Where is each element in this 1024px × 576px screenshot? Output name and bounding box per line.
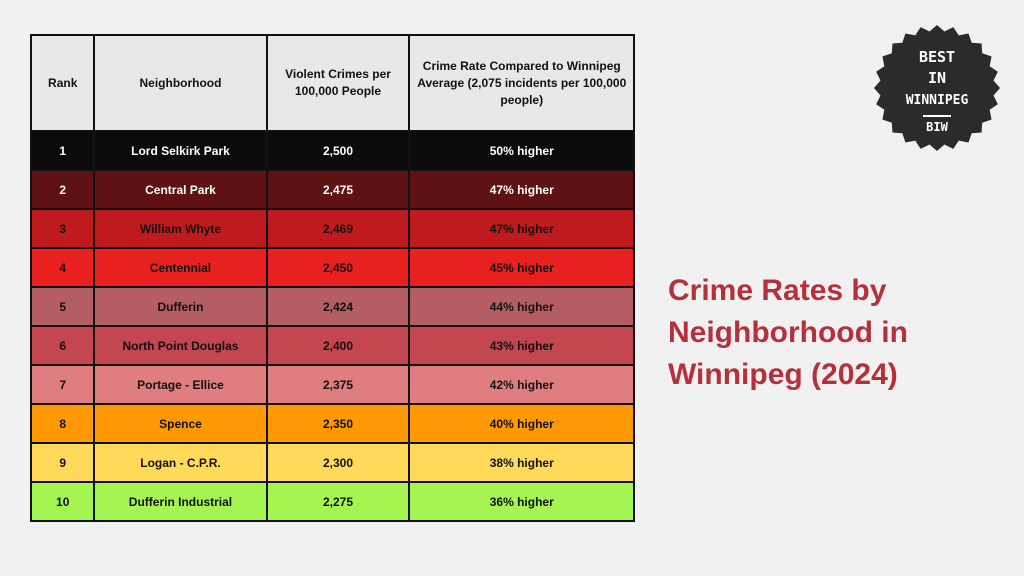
table-row: 2 Central Park 2,475 47% higher [29,169,635,210]
header-crime-rate: Crime Rate Compared to Winnipeg Average … [408,34,635,132]
rank-cell: 5 [29,286,96,327]
crime-rate-cell: 50% higher [408,130,635,171]
neighborhood-cell: Centennial [93,247,268,288]
violent-crimes-cell: 2,300 [265,442,411,483]
neighborhood-cell: Dufferin [93,286,268,327]
neighborhood-cell: North Point Douglas [93,325,268,366]
violent-crimes-cell: 2,469 [265,208,411,249]
crime-rate-cell: 43% higher [408,325,635,366]
table-row: 7 Portage - Ellice 2,375 42% higher [29,364,635,405]
crime-rate-cell: 40% higher [408,403,635,444]
violent-crimes-cell: 2,275 [265,481,411,522]
violent-crimes-cell: 2,400 [265,325,411,366]
rank-cell: 7 [29,364,96,405]
violent-crimes-cell: 2,500 [265,130,411,171]
neighborhood-cell: Logan - C.P.R. [93,442,268,483]
table-row: 1 Lord Selkirk Park 2,500 50% higher [29,130,635,171]
logo-abbr: BIW [926,120,948,134]
best-in-winnipeg-logo: BEST IN WINNIPEG BIW [874,25,1000,151]
header-violent-crimes: Violent Crimes per 100,000 People [265,34,411,132]
neighborhood-cell: Portage - Ellice [93,364,268,405]
rank-cell: 1 [29,130,96,171]
rank-cell: 3 [29,208,96,249]
neighborhood-cell: William Whyte [93,208,268,249]
logo-seal-shape [874,25,1000,151]
page-title-line-1: Crime Rates by [668,274,887,307]
violent-crimes-cell: 2,375 [265,364,411,405]
crime-rate-cell: 38% higher [408,442,635,483]
crime-rate-cell: 47% higher [408,169,635,210]
rank-cell: 6 [29,325,96,366]
rank-cell: 4 [29,247,96,288]
page-title: Crime Rates by Neighborhood in Winnipeg … [668,270,998,396]
logo-line-3: WINNIPEG [906,93,969,108]
table-row: 3 William Whyte 2,469 47% higher [29,208,635,249]
rank-cell: 10 [29,481,96,522]
violent-crimes-cell: 2,475 [265,169,411,210]
header-neighborhood: Neighborhood [93,34,268,132]
table-body: 1 Lord Selkirk Park 2,500 50% higher 2 Centra… [29,130,635,522]
violent-crimes-cell: 2,350 [265,403,411,444]
neighborhood-cell: Lord Selkirk Park [93,130,268,171]
neighborhood-cell: Spence [93,403,268,444]
page-title-line-2: Neighborhood in [668,316,908,349]
table-row: 10 Dufferin Industrial 2,275 36% higher [29,481,635,522]
crime-rate-cell: 47% higher [408,208,635,249]
logo-line-2: IN [928,69,946,87]
table-row: 8 Spence 2,350 40% higher [29,403,635,444]
rank-cell: 9 [29,442,96,483]
table-row: 6 North Point Douglas 2,400 43% higher [29,325,635,366]
crime-rate-table: Rank Neighborhood Violent Crimes per 100… [29,34,635,522]
table-row: 5 Dufferin 2,424 44% higher [29,286,635,327]
violent-crimes-cell: 2,424 [265,286,411,327]
rank-cell: 8 [29,403,96,444]
table-row: 4 Centennial 2,450 45% higher [29,247,635,288]
table-header-row: Rank Neighborhood Violent Crimes per 100… [29,34,635,132]
crime-rate-cell: 45% higher [408,247,635,288]
neighborhood-cell: Central Park [93,169,268,210]
crime-rate-cell: 36% higher [408,481,635,522]
page-title-line-3: Winnipeg (2024) [668,358,898,391]
rank-cell: 2 [29,169,96,210]
violent-crimes-cell: 2,450 [265,247,411,288]
neighborhood-cell: Dufferin Industrial [93,481,268,522]
logo-line-1: BEST [919,48,955,66]
table-row: 9 Logan - C.P.R. 2,300 38% higher [29,442,635,483]
header-rank: Rank [29,34,96,132]
crime-rate-cell: 42% higher [408,364,635,405]
crime-rate-cell: 44% higher [408,286,635,327]
